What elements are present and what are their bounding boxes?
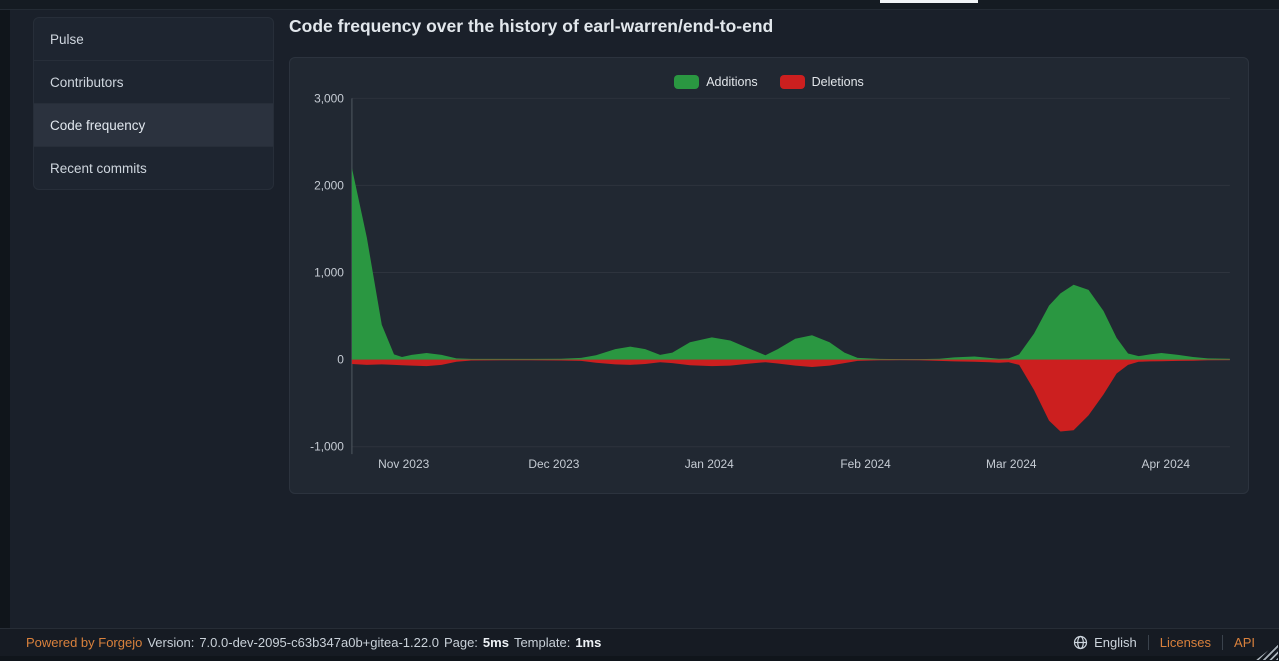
page: Pulse Contributors Code frequency Recent co… xyxy=(10,10,1279,628)
additions-legend-swatch xyxy=(674,75,700,89)
version-value: 7.0.0-dev-2095-c63b347a0b+gitea-1.22.0 xyxy=(199,635,439,650)
svg-text:3,000: 3,000 xyxy=(314,91,344,105)
api-link[interactable]: API xyxy=(1234,635,1255,650)
template-time-label: Template: xyxy=(513,635,571,650)
template-time-value: 1ms xyxy=(575,635,602,650)
language-label: English xyxy=(1094,635,1137,650)
footer: Powered by Forgejo Version: 7.0.0-dev-20… xyxy=(0,628,1279,656)
svg-text:Dec 2023: Dec 2023 xyxy=(528,457,579,471)
svg-text:0: 0 xyxy=(337,353,344,367)
svg-text:Jan 2024: Jan 2024 xyxy=(685,457,734,471)
svg-text:Feb 2024: Feb 2024 xyxy=(840,457,891,471)
code-frequency-chart: 3,000 2,000 1,000 0 -1,000 Nov 2023 Dec 2023 Ja… xyxy=(310,91,1230,471)
sidebar-item-contributors[interactable]: Contributors xyxy=(34,60,273,103)
globe-icon xyxy=(1073,635,1088,650)
sidebar-item-label: Code frequency xyxy=(50,117,146,133)
active-tab-underline[interactable] xyxy=(880,0,978,3)
page-title: Code frequency over the history of earl-… xyxy=(289,16,774,36)
language-menu[interactable]: English xyxy=(1073,635,1137,650)
page-time-value: 5ms xyxy=(482,635,509,650)
licenses-link[interactable]: Licenses xyxy=(1159,635,1212,650)
svg-text:-1,000: -1,000 xyxy=(310,440,344,454)
sidebar-item-recent-commits[interactable]: Recent commits xyxy=(34,146,273,189)
footer-divider xyxy=(1147,635,1149,650)
sidebar-item-label: Recent commits xyxy=(50,160,147,176)
deletions-legend-swatch xyxy=(779,75,805,89)
svg-text:1,000: 1,000 xyxy=(314,265,344,279)
repo-tab-bar xyxy=(0,0,1279,10)
deletions-legend-label: Deletions xyxy=(811,75,864,89)
activity-sidebar-menu: Pulse Contributors Code frequency Recent co… xyxy=(33,17,274,190)
additions-legend-item[interactable]: Additions xyxy=(674,75,758,89)
svg-text:2,000: 2,000 xyxy=(314,178,344,192)
sidebar-item-label: Contributors xyxy=(50,74,124,90)
svg-text:Apr 2024: Apr 2024 xyxy=(1142,457,1191,471)
sidebar-item-code-frequency[interactable]: Code frequency xyxy=(34,103,273,146)
deletions-legend-item[interactable]: Deletions xyxy=(779,75,864,89)
svg-text:Mar 2024: Mar 2024 xyxy=(986,457,1037,471)
additions-legend-label: Additions xyxy=(706,75,758,89)
footer-left: Powered by Forgejo Version: 7.0.0-dev-20… xyxy=(26,635,601,650)
version-label: Version: xyxy=(147,635,195,650)
footer-right: English Licenses API xyxy=(1073,635,1255,650)
sidebar-item-pulse[interactable]: Pulse xyxy=(34,18,273,60)
powered-by-forgejo-link[interactable]: Powered by Forgejo xyxy=(26,635,143,650)
chart-legend: Additions Deletions xyxy=(290,75,1248,89)
svg-text:Nov 2023: Nov 2023 xyxy=(378,457,429,471)
chart-panel: 3,000 2,000 1,000 0 -1,000 Nov 2023 Dec 2023 Ja… xyxy=(289,57,1249,494)
page-time-label: Page: xyxy=(443,635,478,650)
sidebar-item-label: Pulse xyxy=(50,31,84,47)
footer-divider xyxy=(1222,635,1224,650)
